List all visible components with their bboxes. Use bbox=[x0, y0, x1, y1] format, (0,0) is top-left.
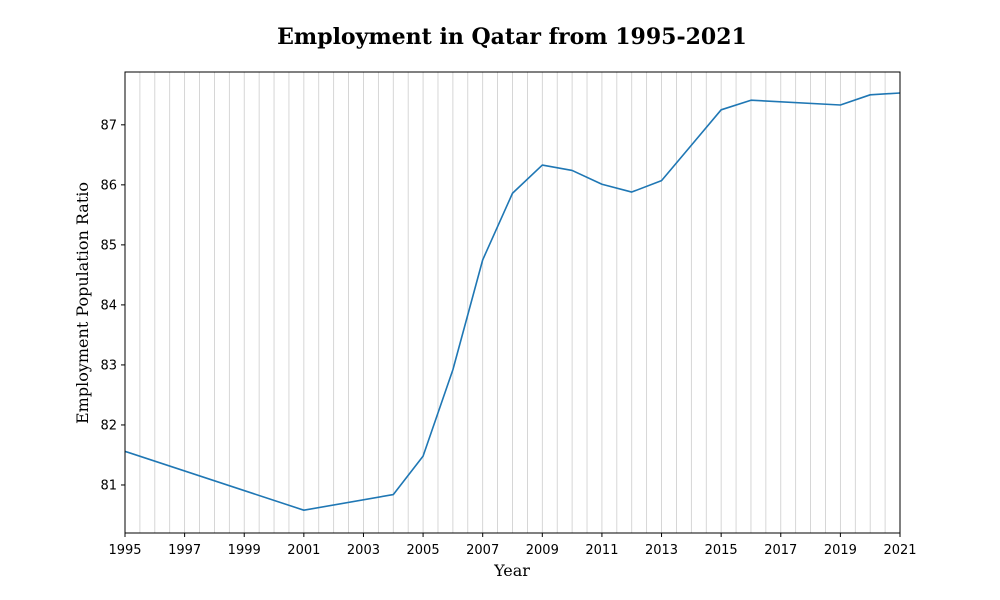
x-tick-label: 2005 bbox=[407, 543, 440, 558]
y-axis-ticks: 81 82 83 84 85 86 87 bbox=[100, 118, 125, 493]
y-tick-label: 83 bbox=[100, 358, 117, 373]
y-tick-label: 85 bbox=[100, 238, 117, 253]
y-axis-label: Employment Population Ratio bbox=[73, 182, 92, 424]
x-tick-label: 2003 bbox=[347, 543, 380, 558]
y-tick-label: 81 bbox=[100, 478, 117, 493]
series-layer bbox=[124, 92, 901, 511]
y-tick-label: 86 bbox=[100, 178, 117, 193]
chart-title: Employment in Qatar from 1995-2021 bbox=[277, 24, 747, 50]
x-tick-label: 2011 bbox=[585, 543, 618, 558]
series-line bbox=[124, 92, 901, 511]
x-tick-label: 2009 bbox=[526, 543, 559, 558]
y-tick-label: 87 bbox=[100, 118, 117, 133]
grid-lines bbox=[139, 72, 886, 533]
x-axis-ticks: 1995 1997 1999 2001 2003 2005 2007 2009 2011 2013… bbox=[108, 533, 917, 558]
x-tick-label: 1995 bbox=[108, 543, 141, 558]
x-tick-label: 2001 bbox=[287, 543, 320, 558]
x-tick-label: 2017 bbox=[764, 543, 797, 558]
x-tick-label: 2007 bbox=[466, 543, 499, 558]
x-tick-label: 2013 bbox=[645, 543, 678, 558]
y-tick-label: 84 bbox=[100, 298, 117, 313]
x-tick-label: 1999 bbox=[228, 543, 261, 558]
x-tick-label: 2015 bbox=[705, 543, 738, 558]
plot-frame bbox=[124, 71, 901, 534]
x-axis-label: Year bbox=[493, 561, 530, 580]
y-tick-label: 82 bbox=[100, 418, 117, 433]
x-tick-label: 2019 bbox=[824, 543, 857, 558]
x-tick-label: 1997 bbox=[168, 543, 201, 558]
x-tick-label: 2021 bbox=[883, 543, 916, 558]
